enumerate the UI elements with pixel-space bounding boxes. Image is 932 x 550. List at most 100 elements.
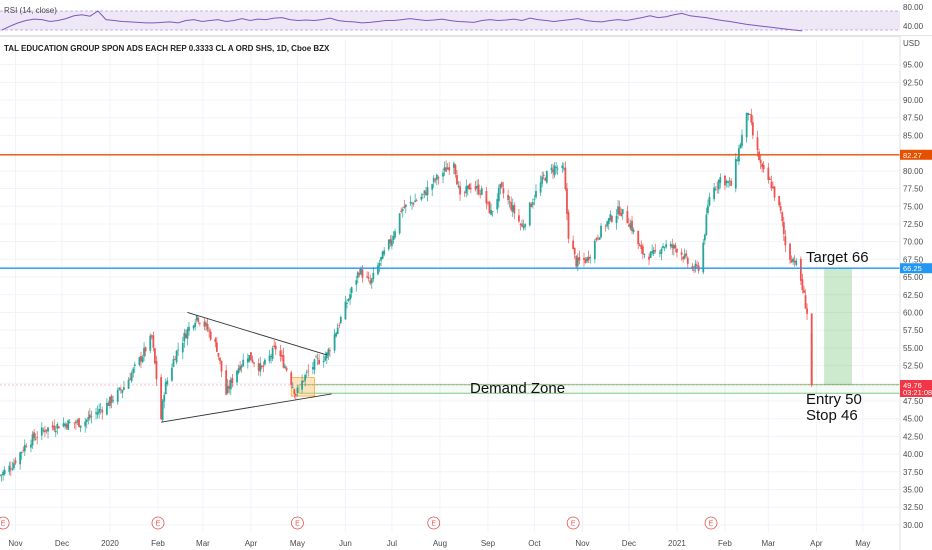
earnings-marker — [566, 516, 580, 530]
candle-body — [615, 215, 618, 224]
candle-body — [662, 246, 664, 248]
candle-body — [45, 429, 48, 432]
candle-body — [220, 360, 223, 372]
candle-body — [739, 144, 742, 149]
candle-body — [586, 257, 588, 262]
candle-body — [13, 463, 15, 469]
resistance-trendline — [187, 312, 327, 356]
candle-body — [660, 249, 663, 254]
candle-body — [628, 224, 630, 227]
candle-body — [132, 368, 135, 374]
candle-body — [795, 260, 798, 265]
target-tag — [900, 263, 932, 274]
candle-body — [369, 280, 372, 284]
candle-body — [426, 187, 429, 196]
rsi-pane: RSI (14, close) 80.00 40.00 — [0, 3, 924, 32]
y-tick-label: 35.00 — [903, 486, 924, 495]
candle-body — [502, 188, 505, 194]
price-axis-bg — [900, 36, 932, 550]
candle-body — [792, 258, 795, 262]
x-tick-label: Aug — [433, 539, 447, 548]
candle-body — [593, 240, 596, 260]
rsi-line — [1, 10, 803, 32]
candle-body — [394, 231, 396, 238]
candle-body — [14, 460, 17, 464]
candle-body — [57, 426, 60, 429]
candle-body — [736, 160, 739, 162]
candle-body — [344, 301, 347, 320]
candle-body — [279, 350, 282, 357]
candle-body — [595, 238, 598, 240]
candle-body — [573, 247, 576, 255]
candle-body — [248, 355, 251, 362]
candle-body — [154, 348, 156, 364]
candle-body — [152, 335, 155, 348]
x-tick-label: 2021 — [668, 539, 686, 548]
candle-body — [762, 165, 765, 170]
earnings-marker-label: E — [1, 521, 6, 528]
candle-body — [356, 272, 359, 278]
candle-body — [253, 362, 255, 364]
y-tick-label: 67.50 — [903, 255, 924, 264]
candle-body — [0, 475, 1, 476]
last-price-tag-sublabel: 03:21:08 — [903, 388, 932, 397]
candle-body — [56, 423, 59, 429]
x-tick-label: May — [290, 539, 305, 548]
resistance-tag — [900, 149, 932, 160]
candle-body — [350, 287, 353, 294]
candle-body — [205, 322, 207, 326]
candle-body — [637, 230, 640, 245]
candle-body — [372, 272, 375, 280]
candle-body — [750, 114, 753, 123]
earnings-marker — [291, 516, 304, 530]
candle-body — [510, 202, 513, 210]
candle-body — [799, 258, 802, 281]
candle-body — [421, 194, 424, 196]
candle-body — [576, 257, 579, 266]
candle-body — [188, 326, 190, 331]
candle-body — [164, 382, 167, 395]
candle-body — [174, 359, 176, 361]
candle-body — [228, 386, 231, 389]
candle-body — [381, 251, 384, 259]
candle-body — [262, 365, 265, 367]
candle-body — [217, 353, 220, 357]
candle-body — [73, 422, 76, 424]
candle-body — [665, 244, 667, 248]
x-tick-label: Jun — [339, 539, 352, 548]
candle-body — [370, 278, 373, 284]
candle-body — [707, 205, 709, 214]
candle-body — [403, 206, 406, 208]
candle-body — [674, 245, 677, 249]
candle-body — [62, 423, 65, 427]
candle-body — [307, 370, 310, 372]
candle-body — [598, 237, 601, 240]
candle-body — [552, 169, 554, 173]
candle-body — [9, 468, 12, 470]
y-tick-label: 90.00 — [903, 96, 924, 105]
candle-body — [110, 395, 113, 403]
candle-body — [138, 357, 141, 365]
candle-body — [533, 199, 536, 200]
candle-body — [140, 356, 142, 362]
candle-body — [694, 263, 697, 269]
candle-body — [184, 333, 187, 339]
candle-body — [530, 204, 533, 207]
candle-body — [691, 265, 694, 270]
candle-body — [281, 354, 283, 357]
candle-body — [322, 360, 325, 363]
candle-body — [296, 387, 299, 394]
candle-body — [338, 325, 341, 326]
candle-body — [434, 179, 437, 181]
candle-body — [282, 355, 285, 368]
candle-body — [183, 332, 186, 342]
earnings-marker-label: E — [571, 521, 576, 528]
candle-body — [476, 185, 479, 189]
candle-body — [773, 186, 776, 198]
candle-body — [499, 183, 502, 189]
candle-body — [663, 247, 666, 249]
candle-body — [542, 175, 545, 176]
candle-body — [197, 317, 200, 322]
time-axis[interactable]: Nov Dec 2020 Feb Mar Apr May Jun Jul Aug Sep Oct Nov… — [8, 539, 870, 548]
